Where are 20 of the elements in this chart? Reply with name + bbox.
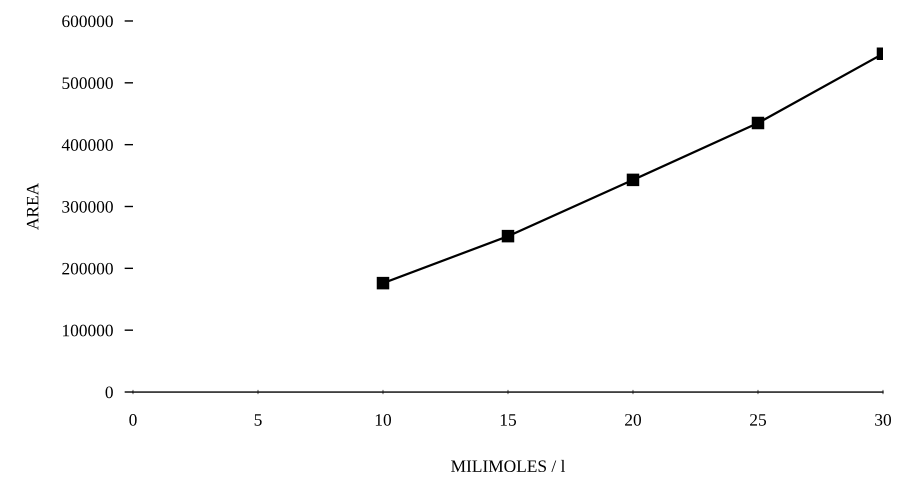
point bbox=[502, 230, 514, 242]
y-tick-label: 200000 bbox=[62, 262, 113, 275]
y-tick-label: 500000 bbox=[62, 77, 113, 90]
x-axis-title: MILIMOLES / l bbox=[451, 460, 566, 472]
x-tick-label: 5 bbox=[254, 414, 262, 426]
x-tick-label: 15 bbox=[500, 414, 516, 426]
y-tick-label: 100000 bbox=[63, 324, 113, 336]
x-tick-label: 25 bbox=[750, 414, 766, 426]
y-tick-label: 0 bbox=[106, 386, 113, 398]
y-axis-title: AREA bbox=[26, 182, 38, 230]
x-tick-label: 20 bbox=[625, 414, 642, 426]
point bbox=[376, 276, 390, 290]
y-tick-label: 600000 bbox=[62, 15, 113, 28]
point bbox=[752, 116, 764, 130]
x-tick-label: 0 bbox=[129, 414, 137, 426]
x-tick-label: 30 bbox=[875, 414, 892, 426]
y-tick-label: 300000 bbox=[62, 200, 113, 213]
y-tick-label: 400000 bbox=[62, 139, 113, 151]
x-tick-label: 10 bbox=[376, 414, 392, 426]
point bbox=[626, 174, 640, 186]
